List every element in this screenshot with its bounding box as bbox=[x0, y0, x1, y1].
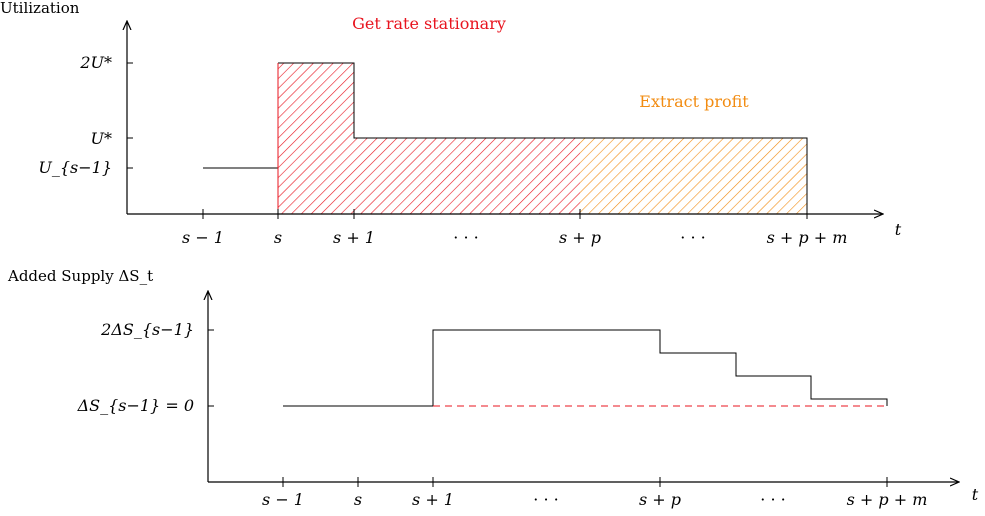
red-region-label: Get rate stationary bbox=[352, 14, 506, 33]
red-region-plateau bbox=[354, 138, 580, 214]
bottom-y-axis-label: Added Supply ΔS_t bbox=[7, 267, 153, 285]
bottom-x-axis-label: t bbox=[972, 485, 979, 504]
bottom-xtick-label-5: s + p bbox=[639, 490, 681, 509]
bottom-ytick-label-1: 2ΔS_{s−1} bbox=[100, 320, 194, 339]
bottom-panel: Added Supply ΔS_t 2ΔS_{s−1} ΔS_{s−1} = 0… bbox=[7, 267, 979, 509]
top-x-axis-label: t bbox=[895, 220, 902, 239]
bottom-xtick-label-7: s + p + m bbox=[847, 490, 928, 509]
top-xtick-label-1: s − 1 bbox=[182, 228, 224, 247]
bottom-xtick-label-4: · · · bbox=[533, 490, 558, 509]
top-xtick-label-2: s bbox=[274, 228, 282, 247]
top-panel: Utilization 2U* U* U_{s−1} s − 1 s s + 1… bbox=[0, 0, 902, 247]
top-ytick-label-1: 2U* bbox=[79, 53, 112, 72]
bottom-xtick-label-3: s + 1 bbox=[412, 490, 454, 509]
top-y-axis-label: Utilization bbox=[0, 0, 80, 17]
bottom-xtick-label-6: · · · bbox=[760, 490, 785, 509]
top-ytick-label-2: U* bbox=[91, 129, 112, 148]
bottom-ytick-label-2: ΔS_{s−1} = 0 bbox=[77, 396, 194, 415]
bottom-xtick-label-2: s bbox=[354, 490, 362, 509]
top-xtick-label-7: s + p + m bbox=[767, 228, 848, 247]
orange-region-label: Extract profit bbox=[639, 92, 749, 111]
added-supply-line bbox=[283, 329, 888, 407]
bottom-xtick-label-1: s − 1 bbox=[262, 490, 304, 509]
top-xtick-label-6: · · · bbox=[680, 228, 705, 247]
top-xtick-label-3: s + 1 bbox=[333, 228, 375, 247]
orange-region bbox=[580, 138, 807, 214]
red-region-spike bbox=[278, 63, 354, 214]
top-xtick-label-4: · · · bbox=[453, 228, 478, 247]
top-ytick-label-3: U_{s−1} bbox=[38, 158, 112, 177]
top-xtick-label-5: s + p bbox=[559, 228, 601, 247]
utilization-line bbox=[203, 62, 808, 214]
